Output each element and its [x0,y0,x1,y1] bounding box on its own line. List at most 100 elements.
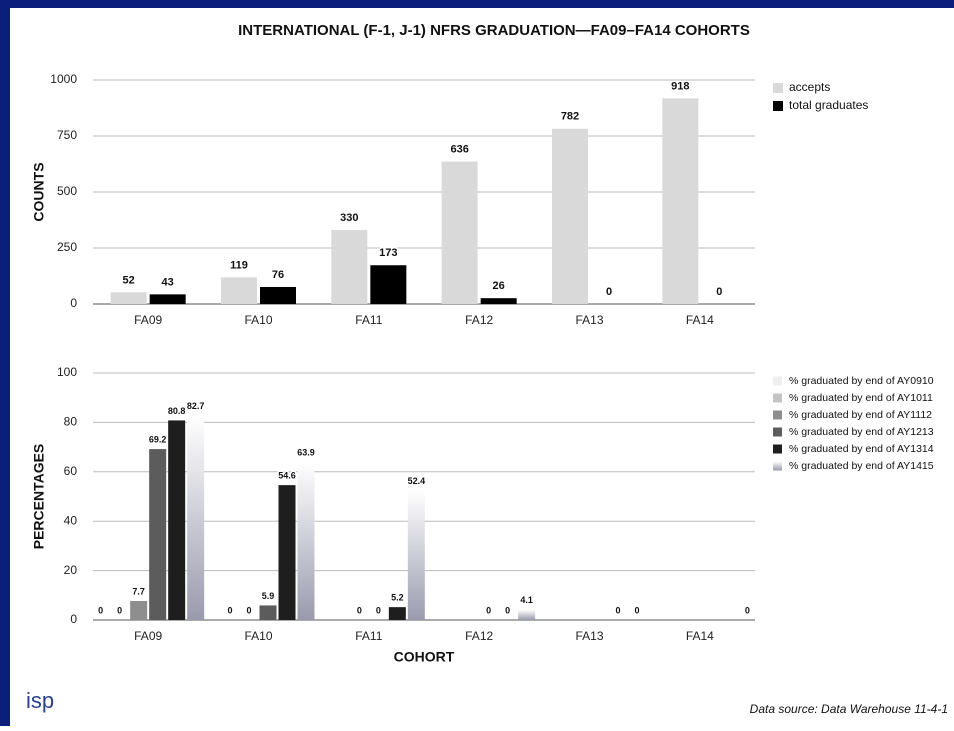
bar [297,462,315,620]
value-label: 0 [98,605,103,615]
value-label: 0 [606,286,612,298]
bar [187,415,205,620]
canvas [10,8,954,726]
y-tick-label: 20 [64,563,78,577]
value-label: 5.2 [391,593,404,603]
value-label: 54.6 [278,471,296,481]
y-axis-title: PERCENTAGES [31,444,47,550]
x-tick-label: FA09 [134,629,162,643]
y-tick-label: 100 [57,365,77,379]
value-label: 5.9 [262,591,275,601]
bar [168,420,186,620]
bar [441,161,478,304]
legend-label: % graduated by end of AY1314 [789,443,934,455]
bar [370,265,407,304]
x-tick-label: FA09 [134,313,162,327]
value-label: 782 [561,111,579,123]
value-label: 0 [246,605,251,615]
logo: isp [26,688,54,713]
x-tick-label: FA10 [244,629,272,643]
legend-swatch [773,461,782,471]
value-label: 0 [227,605,232,615]
value-label: 76 [272,269,284,281]
value-label: 918 [671,80,689,92]
y-tick-label: 500 [57,184,77,198]
y-tick-label: 750 [57,128,77,142]
value-label: 82.7 [187,401,205,411]
legend-swatch [773,427,782,437]
value-label: 4.1 [520,595,533,605]
value-label: 636 [450,143,468,155]
data-source: Data source: Data Warehouse 11-4-1 [750,702,948,716]
y-tick-label: 80 [64,415,78,429]
bar [552,128,588,304]
bar [149,294,186,304]
x-tick-label: FA14 [686,629,714,643]
value-label: 0 [615,605,620,615]
value-label: 0 [634,605,639,615]
bar [149,449,167,620]
value-label: 0 [716,286,722,298]
y-axis-title: COUNTS [31,162,47,221]
value-label: 0 [376,605,381,615]
bar [662,98,699,304]
value-label: 0 [505,605,510,615]
legend-swatch [773,83,783,93]
value-label: 0 [745,605,750,615]
y-tick-label: 40 [64,513,78,527]
value-label: 119 [230,259,248,271]
y-tick-label: 60 [64,464,78,478]
legend-swatch [773,393,782,403]
value-label: 7.7 [132,586,145,596]
value-label: 0 [117,605,122,615]
value-label: 69.2 [149,434,167,444]
chart-title: INTERNATIONAL (F-1, J-1) NFRS GRADUATION… [238,22,750,39]
bar [480,298,517,304]
y-tick-label: 250 [57,240,77,254]
legend-label: accepts [789,80,830,94]
value-label: 0 [486,605,491,615]
value-label: 52 [123,274,135,286]
value-label: 330 [340,212,358,224]
value-label: 0 [357,605,362,615]
bar [331,230,368,304]
bar [278,485,296,620]
legend-swatch [773,444,782,454]
bar [260,286,296,304]
value-label: 26 [493,280,505,292]
y-tick-label: 0 [70,612,77,626]
value-label: 63.9 [297,448,315,458]
legend-label: % graduated by end of AY1112 [789,409,932,421]
bar [259,605,277,620]
legend-swatch [773,410,782,420]
bar [388,607,406,620]
x-tick-label: FA13 [575,629,603,643]
value-label: 80.8 [168,406,186,416]
bar [518,609,536,620]
x-axis-title: COHORT [394,649,455,665]
legend-label: % graduated by end of AY1011 [789,392,933,404]
x-tick-label: FA11 [355,629,382,643]
legend-label: % graduated by end of AY0910 [789,375,934,387]
legend-label: % graduated by end of AY1213 [789,426,934,438]
legend-swatch [773,376,782,386]
x-tick-label: FA14 [686,313,714,327]
bar [407,490,425,620]
value-label: 43 [162,276,174,288]
value-label: 52.4 [408,476,426,486]
x-tick-label: FA13 [575,313,603,327]
x-tick-label: FA11 [355,313,382,327]
legend-swatch [773,101,783,111]
bar [221,277,257,304]
legend-label: % graduated by end of AY1415 [789,460,934,472]
y-tick-label: 0 [70,296,77,310]
x-tick-label: FA12 [465,629,493,643]
x-tick-label: FA10 [244,313,272,327]
y-tick-label: 1000 [50,72,77,86]
bar [130,600,148,620]
bar [110,292,147,304]
value-label: 173 [379,247,397,259]
x-tick-label: FA12 [465,313,493,327]
legend-label: total graduates [789,98,868,112]
